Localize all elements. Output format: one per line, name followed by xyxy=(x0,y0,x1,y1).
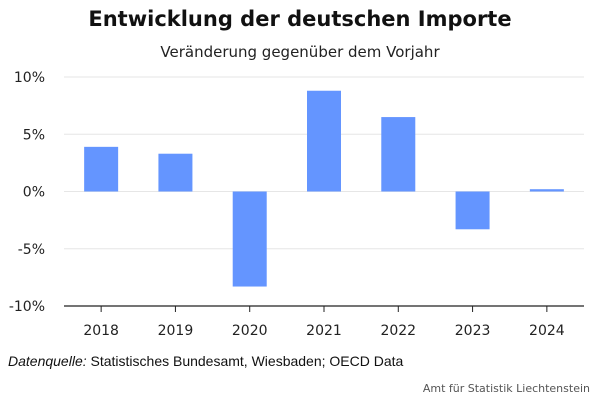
bar xyxy=(381,117,416,192)
bar xyxy=(232,191,267,287)
data-source: Datenquelle: Statistisches Bundesamt, Wi… xyxy=(8,353,403,369)
bar xyxy=(307,90,341,192)
source-text: Statistisches Bundesamt, Wiesbaden; OECD… xyxy=(86,353,404,369)
bar xyxy=(455,191,490,230)
x-tick-label: 2018 xyxy=(83,323,119,339)
y-tick-label: -10% xyxy=(9,299,45,315)
bar-chart: 10% 5% 0% -5% -10% 2018 2019 2020 2021 2022 2023 20… xyxy=(9,70,584,339)
bar xyxy=(529,189,564,192)
x-tick-label: 2019 xyxy=(158,323,194,339)
x-tick-label: 2024 xyxy=(529,323,565,339)
bar xyxy=(158,153,193,192)
y-tick-label: 10% xyxy=(14,70,45,86)
chart-title: Entwicklung der deutschen Importe xyxy=(88,7,512,31)
footer-credit: Amt für Statistik Liechtenstein xyxy=(422,382,590,395)
x-tick-label: 2023 xyxy=(455,323,491,339)
chart-subtitle: Veränderung gegenüber dem Vorjahr xyxy=(160,43,440,61)
x-tick-label: 2022 xyxy=(380,323,416,339)
x-tick-label: 2021 xyxy=(306,323,342,339)
y-tick-label: -5% xyxy=(18,242,45,258)
y-tick-label: 0% xyxy=(23,185,45,201)
source-label: Datenquelle: xyxy=(8,353,87,369)
bar xyxy=(84,146,119,192)
x-tick-label: 2020 xyxy=(232,323,268,339)
y-tick-label: 5% xyxy=(23,127,45,143)
